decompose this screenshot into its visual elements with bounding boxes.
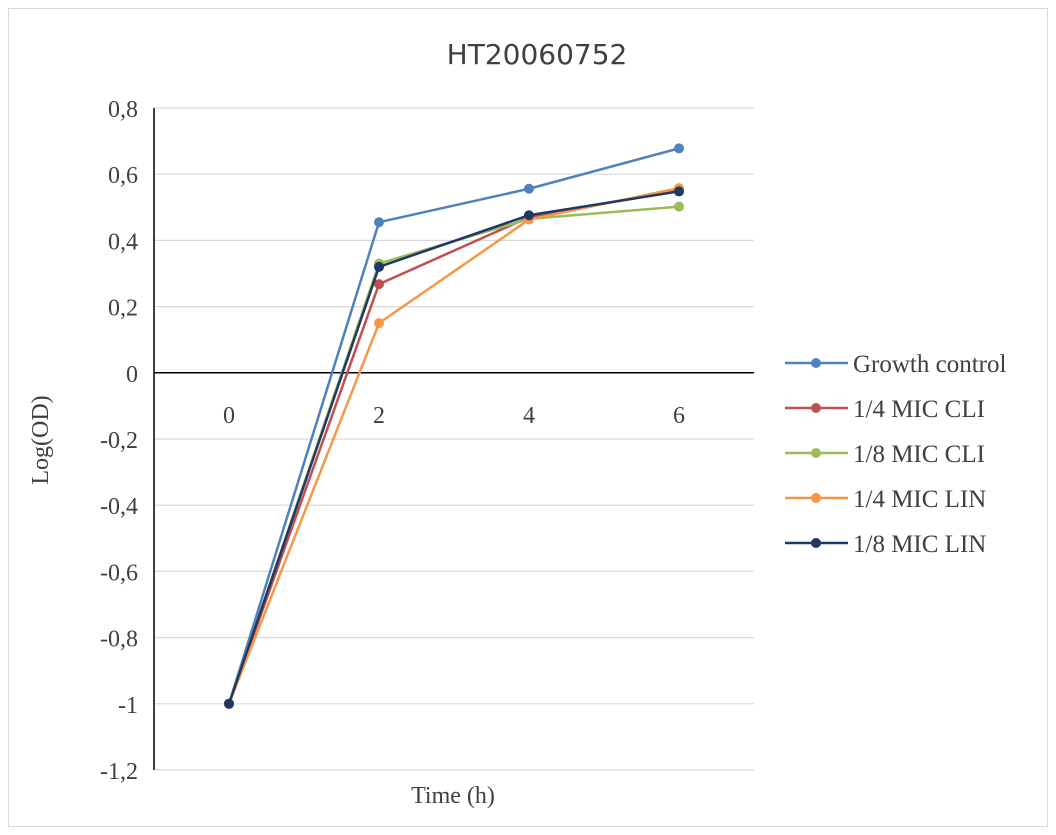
series <box>224 186 684 709</box>
legend-marker <box>811 448 821 458</box>
legend-item: 1/8 MIC LIN <box>785 531 986 558</box>
legend-item: 1/8 MIC CLI <box>785 441 985 468</box>
legend-item: 1/4 MIC LIN <box>785 486 986 513</box>
series-line <box>227 147 680 705</box>
x-tick-label: 0 <box>223 403 235 429</box>
legend-label: 1/4 MIC CLI <box>853 396 985 423</box>
x-tick-label: 2 <box>373 403 385 429</box>
data-point <box>524 183 534 194</box>
data-point <box>374 217 384 228</box>
y-tick-label: -0,4 <box>100 494 138 520</box>
legend-label: Growth control <box>853 351 1006 378</box>
x-tick-label: 4 <box>523 403 535 429</box>
series-line <box>227 188 680 705</box>
data-point <box>674 201 684 212</box>
y-tick-label: 0,4 <box>108 229 138 255</box>
data-point <box>374 261 384 272</box>
y-tick-label: -0,8 <box>100 627 138 653</box>
series <box>224 143 684 709</box>
data-point <box>374 279 384 290</box>
chart-title: HT20060752 <box>447 38 628 71</box>
series-line <box>227 190 680 705</box>
y-tick-label: 0 <box>126 362 138 388</box>
data-point <box>224 698 234 709</box>
legend-marker <box>811 358 821 368</box>
gridlines <box>154 107 754 771</box>
y-tick-label: -0,6 <box>100 560 138 586</box>
y-tick-label: -0,2 <box>100 428 138 454</box>
legend-marker <box>811 538 821 548</box>
data-point <box>674 186 684 197</box>
y-tick-label: -1,2 <box>100 759 138 785</box>
chart-frame <box>8 8 1048 827</box>
legend-marker <box>811 403 821 413</box>
legend-label: 1/8 MIC CLI <box>853 441 985 468</box>
x-axis-tick-labels: 0 2 4 6 <box>223 403 685 429</box>
x-axis-label: Time (h) <box>411 783 495 809</box>
legend-item: Growth control <box>785 351 1006 378</box>
series <box>224 184 684 709</box>
legend: Growth control 1/4 MIC CLI 1/8 MIC CLI 1/4 … <box>785 351 1006 558</box>
series-layer <box>224 143 684 709</box>
series-line <box>227 205 680 705</box>
y-axis-label: Log(OD) <box>28 395 54 484</box>
series <box>224 201 684 709</box>
series-line <box>227 186 680 705</box>
y-tick-label: 0,6 <box>108 163 138 189</box>
legend-label: 1/4 MIC LIN <box>853 486 986 513</box>
data-point <box>524 210 534 221</box>
y-tick-label: 0,2 <box>108 296 138 322</box>
data-point <box>374 318 384 329</box>
y-tick-label: 0,8 <box>108 97 138 123</box>
data-point <box>674 143 684 154</box>
legend-item: 1/4 MIC CLI <box>785 396 985 423</box>
series <box>224 183 684 709</box>
y-axis-tick-labels: 0,8 0,6 0,4 0,2 0 -0,2 -0,4 -0,6 -0,8 -1 -1,2 <box>100 97 138 785</box>
x-tick-label: 6 <box>673 403 685 429</box>
legend-marker <box>811 493 821 503</box>
legend-label: 1/8 MIC LIN <box>853 531 986 558</box>
y-tick-label: -1 <box>118 693 138 719</box>
